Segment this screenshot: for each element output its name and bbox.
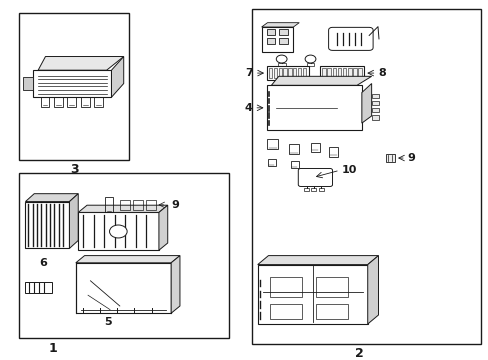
Bar — [320, 66, 364, 80]
Polygon shape — [38, 57, 123, 70]
Bar — [332, 68, 336, 78]
Bar — [273, 68, 277, 78]
Text: 8: 8 — [377, 68, 385, 78]
Bar — [277, 63, 285, 66]
Bar — [25, 202, 69, 248]
Bar — [371, 115, 378, 120]
Bar — [54, 97, 62, 107]
Bar — [371, 108, 378, 112]
Bar — [261, 27, 293, 52]
Polygon shape — [111, 57, 123, 97]
Text: 6: 6 — [39, 258, 47, 268]
Bar — [371, 94, 378, 98]
Bar — [352, 68, 356, 78]
Polygon shape — [261, 23, 299, 27]
Circle shape — [276, 55, 286, 63]
FancyBboxPatch shape — [328, 27, 372, 50]
Polygon shape — [171, 256, 180, 313]
Bar — [67, 97, 76, 107]
Polygon shape — [78, 205, 167, 212]
Polygon shape — [69, 194, 78, 248]
Bar — [386, 154, 394, 162]
Bar — [78, 212, 159, 250]
Bar — [292, 68, 296, 78]
Bar — [316, 277, 347, 297]
Bar — [120, 200, 129, 210]
Bar — [266, 85, 361, 130]
Bar — [288, 144, 299, 154]
Bar — [371, 101, 378, 105]
Bar — [25, 282, 52, 293]
Bar — [316, 304, 347, 319]
Bar — [318, 188, 323, 191]
Bar — [288, 68, 291, 78]
Polygon shape — [271, 76, 371, 85]
Bar — [267, 159, 275, 166]
Text: 2: 2 — [354, 347, 363, 360]
Bar — [322, 68, 325, 78]
Bar — [283, 68, 286, 78]
Bar — [19, 13, 128, 160]
Bar — [278, 68, 282, 78]
FancyBboxPatch shape — [298, 168, 332, 186]
Bar — [133, 200, 142, 210]
Bar — [328, 147, 338, 157]
Bar — [306, 63, 314, 66]
Bar — [310, 143, 319, 152]
Text: 1: 1 — [48, 342, 57, 355]
Bar — [297, 68, 301, 78]
Text: 10: 10 — [341, 165, 356, 175]
Bar — [251, 9, 480, 344]
Circle shape — [109, 225, 127, 238]
Bar — [269, 277, 301, 297]
Bar — [268, 68, 272, 78]
Text: 5: 5 — [103, 317, 111, 327]
Bar — [257, 265, 367, 324]
Polygon shape — [257, 256, 378, 265]
Bar — [302, 68, 305, 78]
Bar — [269, 304, 301, 319]
Bar — [267, 139, 278, 149]
Bar — [19, 173, 228, 338]
Bar — [342, 68, 346, 78]
Bar — [81, 97, 90, 107]
Bar — [145, 200, 155, 210]
Polygon shape — [76, 256, 180, 263]
Bar — [278, 29, 287, 35]
Text: 9: 9 — [171, 200, 179, 210]
Text: 7: 7 — [245, 68, 253, 78]
Bar — [290, 161, 298, 168]
Bar — [304, 188, 308, 191]
Bar — [78, 220, 84, 234]
Bar — [94, 97, 103, 107]
Bar — [266, 66, 308, 80]
Bar — [33, 70, 111, 97]
Bar — [337, 68, 341, 78]
Bar — [327, 68, 330, 78]
Circle shape — [305, 55, 315, 63]
Polygon shape — [361, 84, 371, 123]
Polygon shape — [76, 263, 171, 313]
Text: 4: 4 — [244, 103, 252, 113]
Bar — [266, 29, 275, 35]
Polygon shape — [159, 205, 167, 250]
Bar — [311, 188, 316, 191]
Bar — [347, 68, 351, 78]
Bar — [278, 38, 287, 44]
Polygon shape — [23, 77, 33, 90]
Bar — [266, 38, 275, 44]
Bar — [357, 68, 361, 78]
Bar — [105, 197, 113, 212]
Text: 3: 3 — [70, 163, 79, 176]
Text: 9: 9 — [407, 153, 414, 163]
Bar — [41, 97, 49, 107]
Polygon shape — [367, 256, 378, 324]
Polygon shape — [25, 194, 78, 202]
